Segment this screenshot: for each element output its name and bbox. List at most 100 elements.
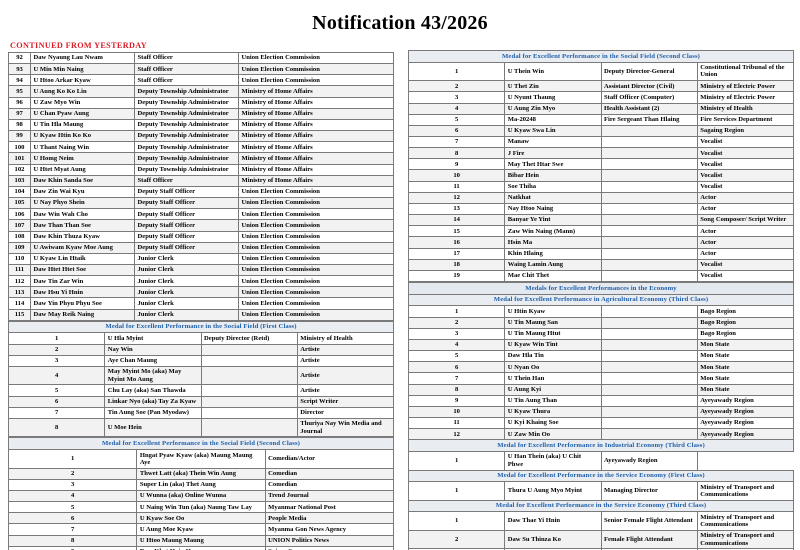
row-organization-cell: Ayeyawady Region xyxy=(696,405,795,418)
row-number-cell: 95 xyxy=(8,85,31,98)
row-organization-cell: Bago Region xyxy=(696,316,795,329)
row-number-cell: 1 xyxy=(407,305,506,318)
row-number-cell: 5 xyxy=(407,350,506,363)
row-name-cell: U Tin Maung San xyxy=(504,316,602,329)
row-organization-cell: Vocalist xyxy=(696,269,795,283)
table-row: 97 U Chan Pyaw Aung Deputy Township Admini… xyxy=(8,107,394,120)
row-organization-cell: Actor xyxy=(696,191,795,204)
row-name-cell: U Nay Phyo Shein xyxy=(30,197,135,210)
row-name-cell: U Htoo Arkar Kyaw xyxy=(30,74,135,87)
table-row: 104 Daw Zin Wai Kyu Deputy Staff Officer Un… xyxy=(8,185,394,199)
row-position-cell: Junior Clerk xyxy=(134,297,239,310)
social-second-class-table-right: Medal for Excellent Performance in the S… xyxy=(407,50,795,283)
row-position-cell xyxy=(600,416,698,430)
row-number-cell: 112 xyxy=(8,275,31,288)
row-number-cell: 113 xyxy=(8,286,31,299)
row-position-cell: Staff Officer (Computer) xyxy=(600,91,698,104)
row-organization-cell: Vocalist xyxy=(696,147,795,160)
row-organization-cell: Vocalist xyxy=(696,169,795,182)
row-organization-cell: Union Election Commission xyxy=(238,275,394,288)
row-position-cell: Deputy Township Administrator xyxy=(134,96,239,109)
row-organization-cell: Vocalist xyxy=(696,180,795,193)
row-name-cell: U Htin Kyaw xyxy=(504,305,602,318)
row-number-cell: 6 xyxy=(407,124,506,138)
section-header-row: Medal for Excellent Performance in Agric… xyxy=(408,293,794,307)
row-number-cell: 7 xyxy=(407,372,506,385)
table-row: 18 Waing Lamin Aung Vocalist xyxy=(407,258,795,271)
table-row: 10 Bibar Hein Vocalist xyxy=(407,169,795,182)
table-row: 1 Hngat Pyaw Kyaw (aka) Maung Maung Aye Co… xyxy=(7,449,395,469)
row-name-cell: J Fire xyxy=(504,147,602,160)
table-row: 5 Ma-20248 Fire Sergeant Than Hlaing Fire S… xyxy=(407,113,795,126)
social-second-class-table: Medal for Excellent Performance in the S… xyxy=(7,437,395,550)
row-name-cell: Soe Thiha xyxy=(504,180,602,193)
row-organization-cell: Union Election Commission xyxy=(238,297,394,310)
table-row: 3 Super Lin (aka) Thet Aung Comedian xyxy=(7,478,395,491)
section-header-label: Medal for Excellent Performance in the S… xyxy=(408,499,794,513)
row-organization-cell: Union Election Commission xyxy=(238,185,394,199)
continued-awardees-body: 92 Daw Nyaung Lau Nwam Staff Officer Union … xyxy=(8,51,394,321)
row-name-cell: Hngat Pyaw Kyaw (aka) Maung Maung Aye xyxy=(136,449,266,469)
row-position-cell xyxy=(600,247,698,260)
table-row: 19 Mae Chit Thet Vocalist xyxy=(407,269,795,283)
row-organization-cell: Fire Services Department xyxy=(696,113,795,126)
row-number-cell: 8 xyxy=(7,417,106,438)
row-organization-cell: Myanma Gon News Agency xyxy=(264,523,395,536)
table-row: 102 U Htet Myat Aung Deputy Township Admin… xyxy=(8,163,394,176)
row-name-cell: U Naing Win Tun (aka) Naung Taw Lay xyxy=(136,501,266,514)
row-name-cell: U Thein Win xyxy=(504,61,602,82)
row-name-cell: Daw Yin Phyu Phyu Soe xyxy=(30,297,135,310)
row-name-cell: U Tin Maung Htut xyxy=(504,327,602,340)
row-position-cell xyxy=(200,354,298,367)
row-organization-cell: Ayeyawady Region xyxy=(696,416,795,430)
social-first-class-table: Medal for Excellent Performance in the S… xyxy=(7,320,395,438)
row-position-cell xyxy=(600,350,698,363)
row-organization-cell: Song Composer/ Script Writer xyxy=(696,214,795,227)
row-organization-cell: Actor xyxy=(696,202,795,216)
row-name-cell: Daw May Reik Naing xyxy=(30,308,135,321)
row-name-cell: U Hla Myint xyxy=(104,332,202,345)
row-position-cell xyxy=(600,361,698,374)
row-position-cell xyxy=(600,372,698,385)
row-name-cell: U Aung Kyi xyxy=(504,383,602,396)
row-position-cell xyxy=(600,428,698,441)
table-row: 9 May Thet Htar Swe Vocalist xyxy=(407,158,795,171)
row-name-cell: Hsin Ma xyxy=(504,236,602,249)
row-position-cell: Staff Officer xyxy=(134,63,239,76)
row-organization-cell: Trend Journal xyxy=(264,489,395,503)
row-number-cell: 3 xyxy=(407,327,506,340)
row-organization-cell: Ayeyawady Region xyxy=(696,428,795,441)
row-name-cell: Daw Htet Htet Soe xyxy=(30,263,135,277)
section-header-row: Medal for Excellent Performance in the S… xyxy=(408,499,794,513)
row-organization-cell: Ministry of Transport and Communications xyxy=(696,481,795,501)
row-position-cell: Female Flight Attendant xyxy=(600,529,698,550)
row-name-cell: Zaw Win Naing (Mann) xyxy=(504,225,602,238)
row-position-cell xyxy=(200,343,298,356)
row-name-cell: Daw Zin Wai Kyu xyxy=(30,185,135,199)
table-row: 14 Banyar Ye Yint Song Composer/ Script Wr… xyxy=(407,214,795,227)
row-number-cell: 12 xyxy=(407,191,506,204)
table-row: 12 U Zaw Min Oo Ayeyawady Region xyxy=(407,428,795,441)
row-number-cell: 94 xyxy=(8,74,31,87)
row-name-cell: U Min Min Naing xyxy=(30,63,135,76)
row-position-cell xyxy=(200,406,298,419)
row-position-cell xyxy=(200,384,298,397)
left-column: CONTINUED FROM YESTERDAY 92 Daw Nyaung La… xyxy=(7,41,395,550)
row-number-cell: 8 xyxy=(407,147,506,160)
row-organization-cell: Ministry of Electric Power xyxy=(696,91,795,104)
row-position-cell: Deputy Township Administrator xyxy=(134,118,239,132)
row-organization-cell: Actor xyxy=(696,225,795,238)
row-number-cell: 115 xyxy=(8,308,31,321)
row-name-cell: Nay Win xyxy=(104,343,202,356)
table-row: 103 Daw Khin Sanda Soe Staff Officer Minist… xyxy=(8,174,394,187)
row-number-cell: 4 xyxy=(7,365,106,386)
row-organization-cell: Comedian xyxy=(264,467,395,480)
row-position-cell: Deputy Township Administrator xyxy=(134,163,239,176)
